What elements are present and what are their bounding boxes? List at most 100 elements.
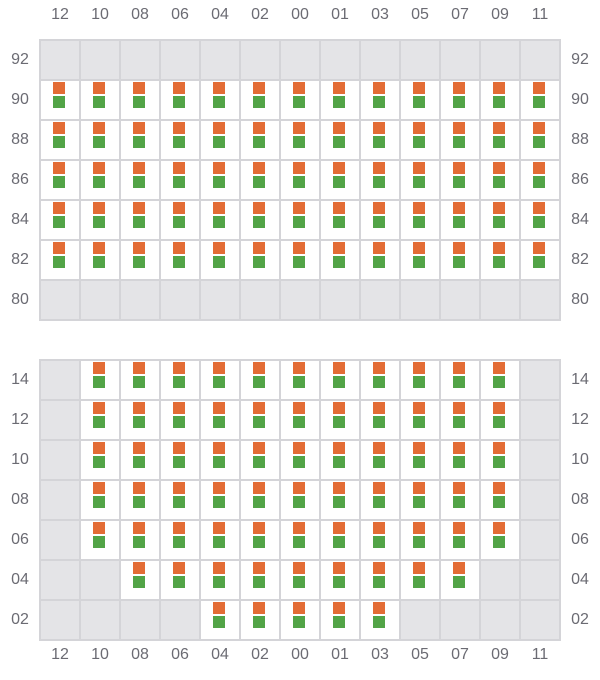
orange-marker[interactable] xyxy=(53,242,65,254)
orange-marker[interactable] xyxy=(493,162,505,174)
green-marker[interactable] xyxy=(373,176,385,188)
orange-marker[interactable] xyxy=(213,122,225,134)
module-cell[interactable] xyxy=(240,240,280,280)
module-cell[interactable] xyxy=(360,200,400,240)
module-cell[interactable] xyxy=(520,160,560,200)
green-marker[interactable] xyxy=(293,456,305,468)
module-cell[interactable] xyxy=(80,360,120,400)
green-marker[interactable] xyxy=(373,576,385,588)
orange-marker[interactable] xyxy=(373,122,385,134)
module-cell[interactable] xyxy=(320,480,360,520)
orange-marker[interactable] xyxy=(53,162,65,174)
module-cell[interactable] xyxy=(400,160,440,200)
green-marker[interactable] xyxy=(493,496,505,508)
orange-marker[interactable] xyxy=(93,442,105,454)
module-cell[interactable] xyxy=(440,440,480,480)
orange-marker[interactable] xyxy=(493,522,505,534)
orange-marker[interactable] xyxy=(373,602,385,614)
module-cell[interactable] xyxy=(80,200,120,240)
green-marker[interactable] xyxy=(453,496,465,508)
green-marker[interactable] xyxy=(213,376,225,388)
green-marker[interactable] xyxy=(453,576,465,588)
orange-marker[interactable] xyxy=(413,442,425,454)
module-cell[interactable] xyxy=(80,400,120,440)
green-marker[interactable] xyxy=(253,616,265,628)
orange-marker[interactable] xyxy=(533,242,545,254)
green-marker[interactable] xyxy=(493,416,505,428)
module-cell[interactable] xyxy=(280,600,320,640)
green-marker[interactable] xyxy=(373,416,385,428)
module-cell[interactable] xyxy=(320,360,360,400)
green-marker[interactable] xyxy=(293,536,305,548)
orange-marker[interactable] xyxy=(493,362,505,374)
module-cell[interactable] xyxy=(80,440,120,480)
green-marker[interactable] xyxy=(493,136,505,148)
orange-marker[interactable] xyxy=(213,242,225,254)
green-marker[interactable] xyxy=(293,496,305,508)
green-marker[interactable] xyxy=(133,136,145,148)
module-cell[interactable] xyxy=(80,520,120,560)
module-cell[interactable] xyxy=(80,240,120,280)
green-marker[interactable] xyxy=(373,536,385,548)
green-marker[interactable] xyxy=(213,136,225,148)
green-marker[interactable] xyxy=(173,136,185,148)
module-cell[interactable] xyxy=(360,240,400,280)
orange-marker[interactable] xyxy=(373,562,385,574)
green-marker[interactable] xyxy=(333,96,345,108)
orange-marker[interactable] xyxy=(93,82,105,94)
green-marker[interactable] xyxy=(253,216,265,228)
orange-marker[interactable] xyxy=(133,82,145,94)
green-marker[interactable] xyxy=(173,96,185,108)
green-marker[interactable] xyxy=(293,96,305,108)
orange-marker[interactable] xyxy=(453,202,465,214)
module-cell[interactable] xyxy=(120,200,160,240)
module-cell[interactable] xyxy=(320,200,360,240)
module-cell[interactable] xyxy=(280,80,320,120)
module-cell[interactable] xyxy=(400,440,440,480)
green-marker[interactable] xyxy=(253,376,265,388)
module-cell[interactable] xyxy=(160,520,200,560)
orange-marker[interactable] xyxy=(533,82,545,94)
module-cell[interactable] xyxy=(400,520,440,560)
green-marker[interactable] xyxy=(333,456,345,468)
green-marker[interactable] xyxy=(253,496,265,508)
module-cell[interactable] xyxy=(320,560,360,600)
orange-marker[interactable] xyxy=(53,82,65,94)
module-cell[interactable] xyxy=(440,400,480,440)
green-marker[interactable] xyxy=(53,176,65,188)
green-marker[interactable] xyxy=(213,416,225,428)
module-cell[interactable] xyxy=(400,200,440,240)
green-marker[interactable] xyxy=(413,536,425,548)
orange-marker[interactable] xyxy=(213,362,225,374)
module-cell[interactable] xyxy=(240,560,280,600)
orange-marker[interactable] xyxy=(293,202,305,214)
orange-marker[interactable] xyxy=(453,482,465,494)
module-cell[interactable] xyxy=(480,360,520,400)
orange-marker[interactable] xyxy=(173,162,185,174)
orange-marker[interactable] xyxy=(253,362,265,374)
orange-marker[interactable] xyxy=(173,202,185,214)
green-marker[interactable] xyxy=(213,616,225,628)
orange-marker[interactable] xyxy=(93,482,105,494)
green-marker[interactable] xyxy=(453,136,465,148)
green-marker[interactable] xyxy=(453,96,465,108)
green-marker[interactable] xyxy=(373,256,385,268)
green-marker[interactable] xyxy=(173,376,185,388)
green-marker[interactable] xyxy=(333,256,345,268)
orange-marker[interactable] xyxy=(173,82,185,94)
green-marker[interactable] xyxy=(93,96,105,108)
module-cell[interactable] xyxy=(320,80,360,120)
orange-marker[interactable] xyxy=(213,562,225,574)
orange-marker[interactable] xyxy=(493,242,505,254)
orange-marker[interactable] xyxy=(333,602,345,614)
module-cell[interactable] xyxy=(160,440,200,480)
module-cell[interactable] xyxy=(360,400,400,440)
module-cell[interactable] xyxy=(440,160,480,200)
module-cell[interactable] xyxy=(240,600,280,640)
orange-marker[interactable] xyxy=(253,442,265,454)
green-marker[interactable] xyxy=(253,536,265,548)
orange-marker[interactable] xyxy=(413,362,425,374)
green-marker[interactable] xyxy=(373,136,385,148)
orange-marker[interactable] xyxy=(173,242,185,254)
module-cell[interactable] xyxy=(120,440,160,480)
